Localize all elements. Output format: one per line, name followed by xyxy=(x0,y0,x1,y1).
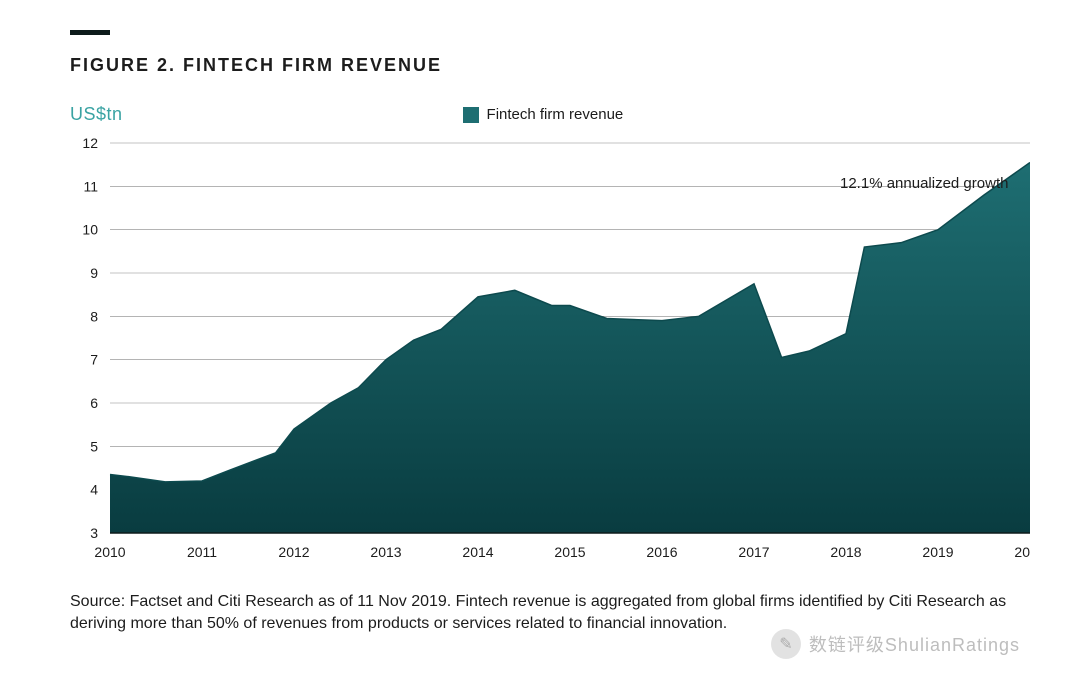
legend-swatch xyxy=(463,107,479,123)
svg-text:2012: 2012 xyxy=(278,544,309,560)
svg-text:8: 8 xyxy=(90,308,98,324)
chart-area: 3 4 5 6 7 8 9 10 11 12 2010 2011 2012 2013 2014 2015 201… xyxy=(70,133,1030,573)
area-chart-svg: 3 4 5 6 7 8 9 10 11 12 2010 2011 2012 2013 2014 2015 201… xyxy=(70,133,1030,573)
legend-text: Fintech firm revenue xyxy=(487,106,624,123)
svg-text:2010: 2010 xyxy=(94,544,125,560)
svg-text:5: 5 xyxy=(90,438,98,454)
legend: Fintech firm revenue xyxy=(463,106,624,123)
svg-text:11: 11 xyxy=(83,178,98,194)
svg-text:2015: 2015 xyxy=(554,544,585,560)
svg-text:12: 12 xyxy=(82,135,98,151)
figure-container: FIGURE 2. FINTECH FIRM REVENUE US$tn Fin… xyxy=(0,0,1080,689)
wechat-icon: ✎ xyxy=(771,629,801,659)
svg-text:3: 3 xyxy=(90,525,98,541)
title-bar-decor xyxy=(70,30,110,35)
svg-text:7: 7 xyxy=(90,352,98,368)
svg-text:4: 4 xyxy=(90,482,98,498)
svg-text:2011: 2011 xyxy=(187,544,217,560)
source-caption: Source: Factset and Citi Research as of … xyxy=(70,591,1030,634)
svg-text:2017: 2017 xyxy=(738,544,769,560)
svg-text:2014: 2014 xyxy=(462,544,493,560)
svg-text:9: 9 xyxy=(90,265,98,281)
chart-header-row: US$tn Fintech firm revenue xyxy=(70,104,1030,125)
svg-text:2013: 2013 xyxy=(370,544,401,560)
svg-text:10: 10 xyxy=(82,222,98,238)
svg-text:2018: 2018 xyxy=(830,544,861,560)
svg-text:2019: 2019 xyxy=(922,544,953,560)
y-axis-unit-label: US$tn xyxy=(70,104,123,125)
watermark: ✎ 数链评级ShulianRatings xyxy=(771,629,1020,659)
figure-title: FIGURE 2. FINTECH FIRM REVENUE xyxy=(70,55,1030,76)
svg-text:2020: 2020 xyxy=(1014,544,1030,560)
growth-annotation: 12.1% annualized growth xyxy=(840,175,1008,192)
svg-text:6: 6 xyxy=(90,395,98,411)
svg-text:2016: 2016 xyxy=(646,544,677,560)
watermark-text: 数链评级ShulianRatings xyxy=(809,631,1020,657)
